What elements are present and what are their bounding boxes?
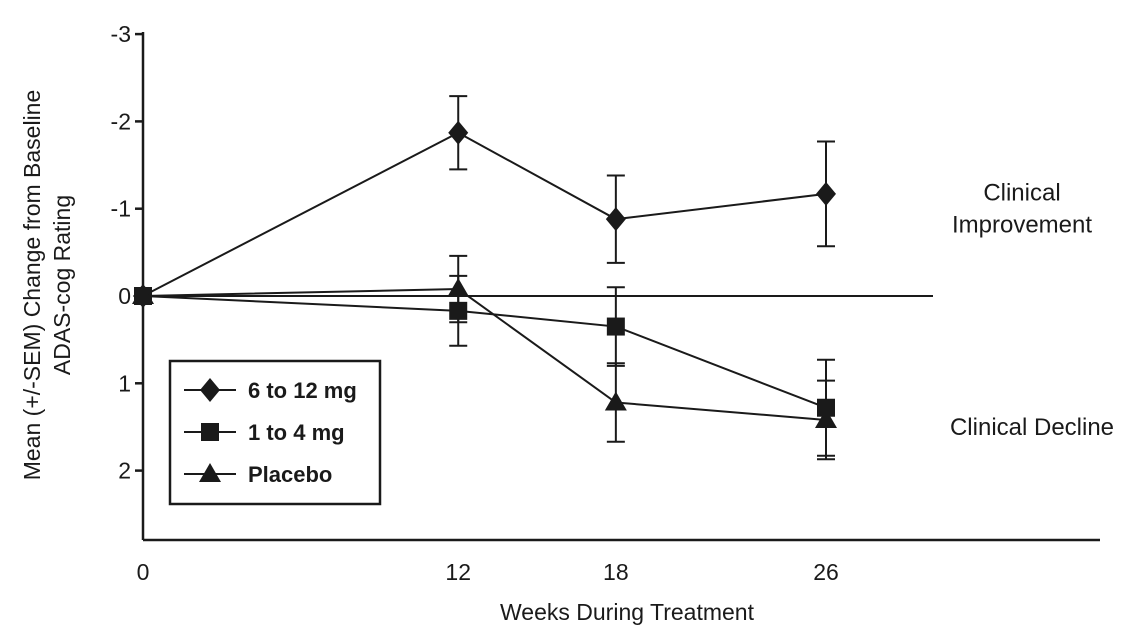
x-tick-label: 12 [445, 559, 471, 585]
series-layer [132, 95, 837, 461]
y-axis-title-line-2: ADAS-cog Rating [49, 195, 75, 375]
data-point [448, 120, 469, 145]
data-point [132, 285, 154, 304]
annotation-text: Clinical [983, 180, 1060, 207]
y-tick-label: 0 [118, 283, 131, 309]
annotation-text: Improvement [952, 212, 1092, 239]
series-line [142, 288, 827, 421]
legend-label: 1 to 4 mg [248, 420, 345, 445]
y-tick-label: 2 [118, 458, 131, 484]
data-point [815, 408, 837, 428]
legend-label: Placebo [248, 462, 332, 487]
series-line [142, 295, 827, 409]
legend: 6 to 12 mg 1 to 4 mg Placebo [168, 359, 382, 506]
x-tick-label: 18 [603, 559, 629, 585]
data-point [606, 317, 625, 336]
x-tick-label: 26 [813, 559, 839, 585]
y-ticks: -3 -2 -1 0 1 2 [111, 21, 143, 484]
x-tick-label: 0 [137, 559, 150, 585]
x-axis-title: Weeks During Treatment [500, 599, 755, 625]
x-ticks: 0 12 18 26 [137, 559, 839, 585]
legend-marker-diamond [200, 378, 220, 402]
y-tick-label: -2 [111, 108, 131, 134]
y-axis-title-line-1: Mean (+/-SEM) Change from Baseline [19, 90, 45, 481]
y-tick-label: -3 [111, 21, 131, 47]
data-point [447, 278, 470, 298]
annotation-text: Clinical Decline [950, 414, 1114, 441]
series-placebo [132, 254, 837, 461]
annotations: Clinical Improvement Clinical Decline [950, 180, 1114, 441]
data-point [605, 207, 626, 232]
legend-label: 6 to 12 mg [248, 378, 357, 403]
series-line [142, 131, 827, 297]
data-point [604, 391, 627, 411]
data-point [816, 181, 836, 206]
legend-marker-triangle [199, 463, 221, 482]
y-tick-label: -1 [111, 196, 131, 222]
series-6-to-12-mg [133, 95, 836, 308]
legend-marker-square [201, 423, 219, 441]
y-tick-label: 1 [118, 370, 131, 396]
